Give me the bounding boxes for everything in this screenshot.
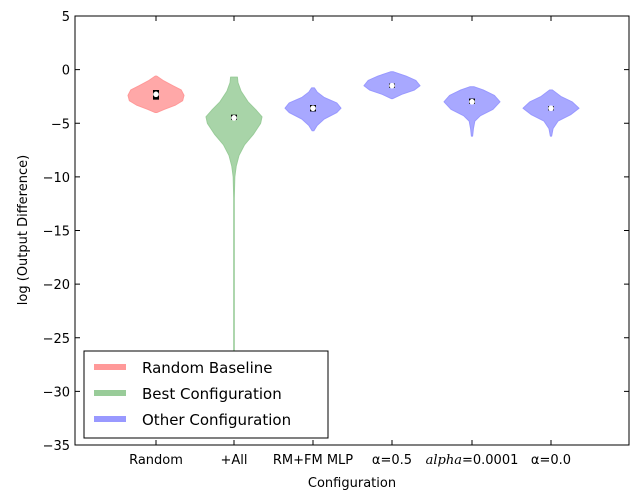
- y-tick-label: 5: [62, 10, 70, 25]
- y-tick-label: −30: [43, 385, 70, 400]
- x-tick-label-random: Random: [129, 453, 183, 468]
- x-tick-label-prefix: alpha: [426, 453, 462, 468]
- x-tick-label-all: +All: [220, 453, 247, 468]
- y-tick-label: −20: [43, 278, 70, 293]
- y-tick-label: 0: [62, 64, 70, 79]
- legend-label-other-configuration: Other Configuration: [142, 411, 291, 429]
- legend-label-best-configuration: Best Configuration: [142, 385, 282, 403]
- median-marker-rm-fm-mlp: [310, 105, 316, 112]
- x-axis-label: Configuration: [308, 476, 396, 491]
- x-tick-label-suffix: =0.0: [540, 453, 572, 468]
- median-marker-alpha-0-0001: [469, 98, 475, 105]
- y-axis-label: log (Output Difference): [16, 155, 31, 305]
- y-tick-label: −5: [51, 117, 70, 132]
- legend: Random Baseline Best Configuration Other…: [83, 350, 329, 439]
- y-tick-label: −25: [43, 332, 70, 347]
- x-tick-label-alpha-0-5: α=0.5: [372, 453, 412, 468]
- y-tick-label: −10: [43, 171, 70, 186]
- violin-alpha-0-0: [522, 89, 580, 137]
- violin-all: [205, 76, 263, 360]
- plot-frame: [74, 15, 630, 446]
- stats-layer: [153, 82, 554, 121]
- violin-alpha-0-0001: [443, 86, 501, 137]
- median-marker-alpha-0-5: [389, 82, 395, 89]
- violin-layer: [127, 71, 580, 360]
- x-tick-label-prefix: α: [372, 453, 381, 468]
- legend-label-random-baseline: Random Baseline: [142, 359, 272, 377]
- legend-swatch-random-baseline: [94, 364, 126, 370]
- x-axis: Random +All RM+FM MLP α=0.5 alpha=0.0001 α=0.…: [129, 16, 571, 468]
- median-marker-all: [231, 115, 237, 121]
- x-tick-label-alpha-0-0001: alpha=0.0001: [426, 453, 519, 468]
- y-tick-label: −35: [43, 439, 70, 454]
- y-tick-label: −15: [43, 225, 70, 240]
- x-tick-label-suffix: =0.5: [381, 453, 413, 468]
- legend-swatch-other-configuration: [94, 416, 126, 422]
- y-axis: 5 0 −5 −10 −15 −20 −25 −30 −35: [43, 10, 629, 454]
- median-marker-random: [153, 91, 159, 98]
- x-tick-label-rm-fm-mlp: RM+FM MLP: [273, 453, 353, 468]
- x-tick-label-prefix: α: [531, 453, 540, 468]
- x-tick-label-suffix: =0.0001: [462, 453, 518, 468]
- legend-swatch-best-configuration: [94, 390, 126, 396]
- x-tick-label-alpha-0-0: α=0.0: [531, 453, 571, 468]
- median-marker-alpha-0-0: [548, 105, 554, 112]
